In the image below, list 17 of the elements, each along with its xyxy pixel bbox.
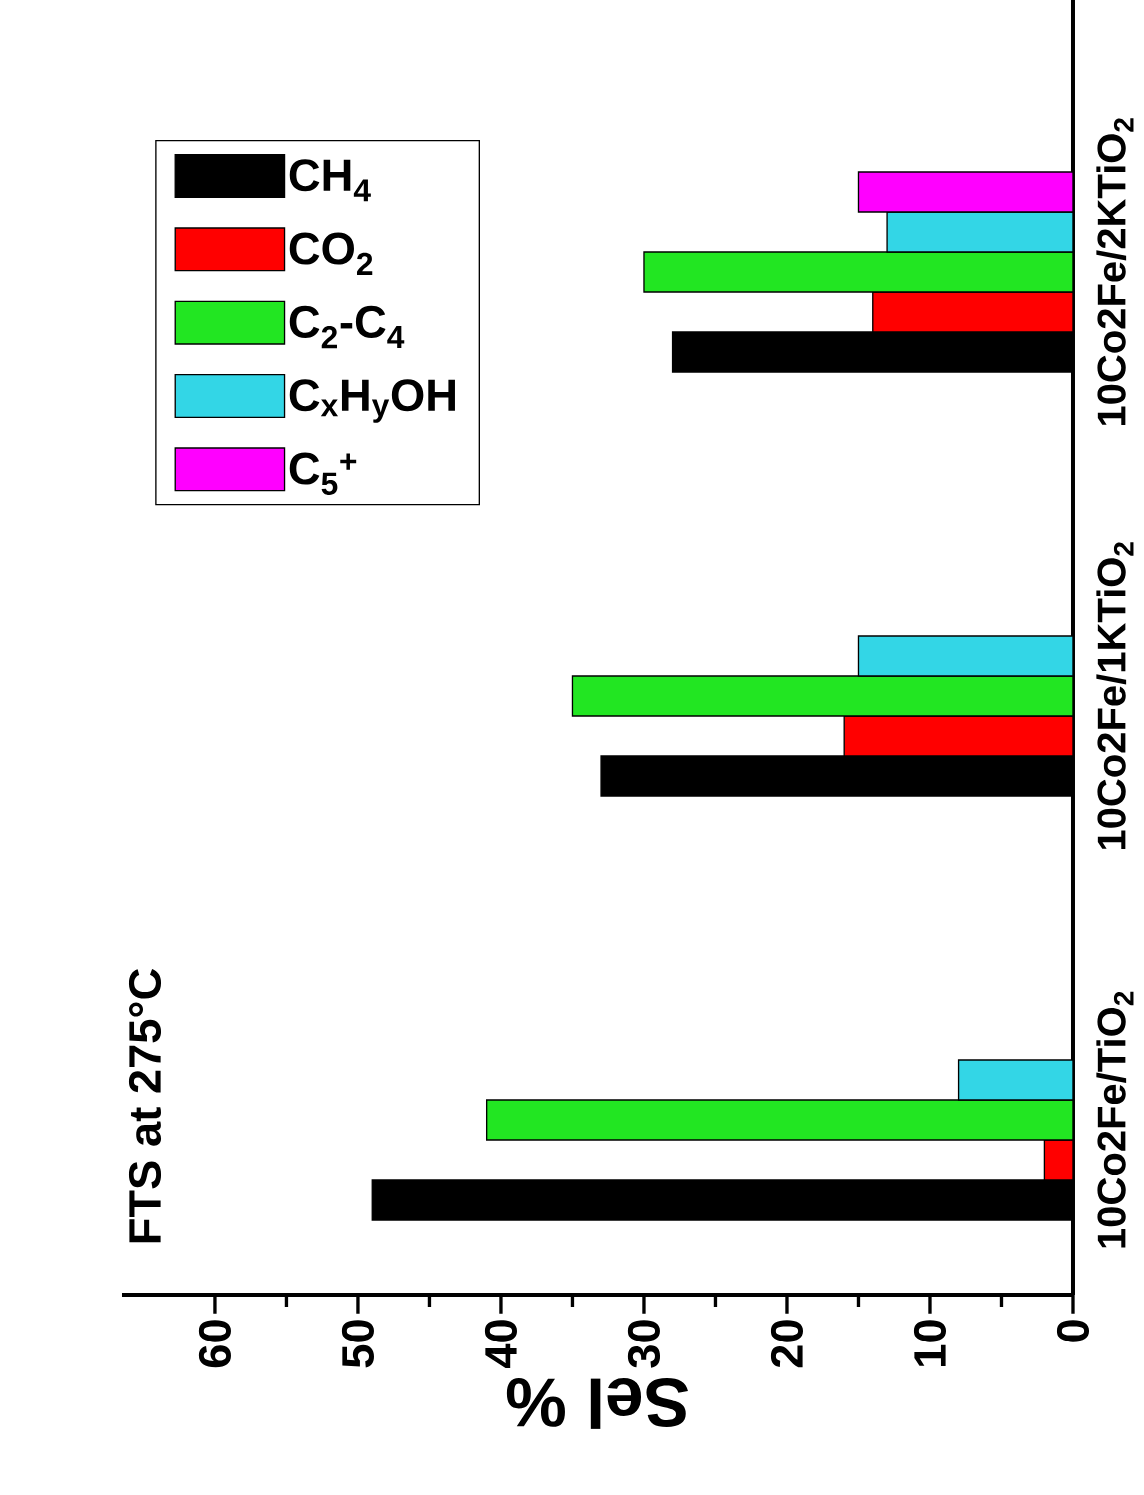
x-tick-label: 0 <box>1056 1320 1090 1342</box>
y-tick-label: 10Co2Fe/TiO$_{2}$ <box>1096 991 1134 1248</box>
x-tick-label: 30 <box>627 1320 661 1368</box>
legend-label: CH$_{4}$ <box>289 159 371 202</box>
legend-label: C$_{5}$+ <box>289 452 357 495</box>
legend-label: C$_{2}$-C$_{4}$ <box>289 305 405 349</box>
annotation: FTS at 275°C <box>128 968 162 1243</box>
legend-label: C$_{x}$H$_{y}$OH <box>289 379 455 423</box>
x-tick-label: 40 <box>484 1320 517 1369</box>
x-axis-title: Sel % <box>506 1377 688 1429</box>
legend-label: CO$_{2}$ <box>289 232 373 275</box>
x-tick-label: 60 <box>198 1320 231 1368</box>
x-tick-label: 10 <box>913 1320 947 1366</box>
y-tick-label: 10Co2Fe/1KTiO$_{2}$ <box>1096 542 1134 850</box>
x-tick-label: 50 <box>341 1320 374 1368</box>
x-tick-label: 20 <box>770 1320 804 1368</box>
y-tick-label: 10Co2Fe/2KTiO$_{2}$ <box>1096 118 1134 426</box>
